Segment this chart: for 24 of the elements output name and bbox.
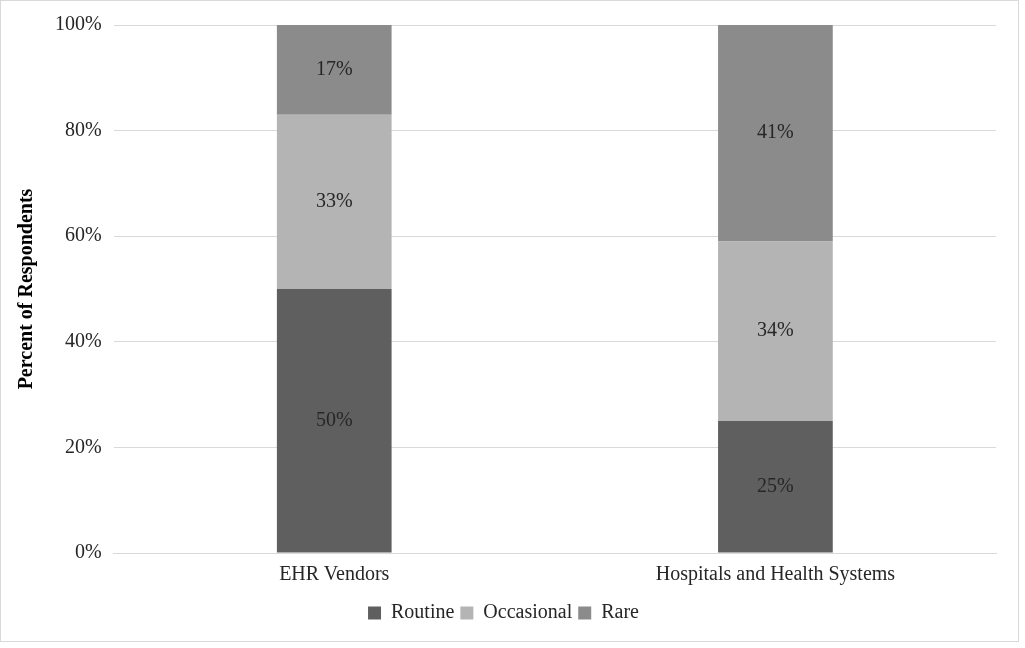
data-label: 41% bbox=[757, 120, 794, 143]
y-tick-label: 40% bbox=[64, 329, 102, 352]
y-tick-label: 0% bbox=[74, 540, 102, 563]
legend-label: Rare bbox=[601, 600, 640, 623]
y-tick-label: 60% bbox=[64, 223, 102, 246]
y-tick-label: 80% bbox=[64, 117, 102, 140]
y-axis-title: Percent of Respondents bbox=[14, 188, 38, 390]
x-tick-label: EHR Vendors bbox=[279, 562, 390, 585]
legend-label: Routine bbox=[391, 600, 455, 623]
bar bbox=[276, 114, 392, 289]
bar bbox=[718, 25, 833, 242]
data-label: 50% bbox=[315, 408, 353, 430]
y-tick-label: 20% bbox=[64, 434, 102, 457]
bar bbox=[718, 421, 833, 553]
bar bbox=[276, 289, 392, 553]
legend-label: Occasional bbox=[483, 600, 573, 623]
bar bbox=[276, 25, 392, 115]
data-label: 17% bbox=[315, 57, 353, 80]
data-label: 34% bbox=[757, 318, 794, 341]
x-tick-label: Hospitals and Health Systems bbox=[655, 562, 896, 586]
data-label: 33% bbox=[315, 189, 353, 212]
data-label: 25% bbox=[757, 474, 794, 496]
y-tick-label: 100% bbox=[54, 12, 102, 35]
bar bbox=[718, 241, 833, 421]
